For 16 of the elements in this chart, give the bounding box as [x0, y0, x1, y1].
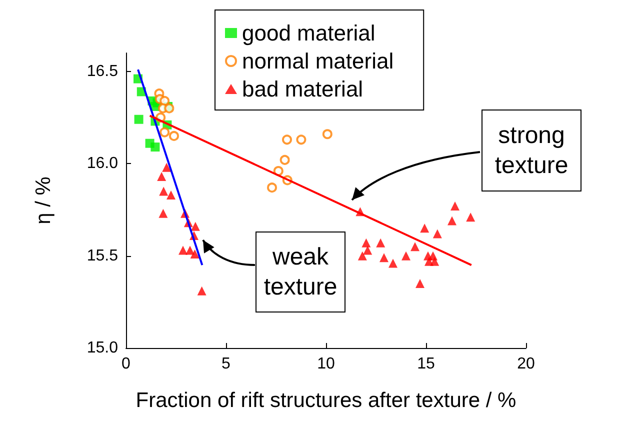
annotation: strong texture [494, 122, 568, 179]
legend-label: bad material [242, 76, 364, 102]
x-axis-title: Fraction of rift structures after texture / % [136, 389, 516, 412]
y-tick-label: 16.5 [86, 62, 118, 80]
y-axis-title: η / % [32, 176, 55, 224]
annotation: weak texture [264, 244, 338, 300]
x-tick-label: 20 [517, 356, 535, 372]
y-tick-label: 16.0 [86, 155, 118, 172]
legend-label: normal material [242, 48, 394, 74]
y-tick-label: 15.0 [86, 340, 118, 356]
legend-label: good material [242, 20, 376, 46]
x-tick-label: 0 [122, 356, 131, 372]
x-tick-label: 5 [222, 356, 231, 372]
y-tick-label: 15.5 [86, 247, 118, 264]
x-tick-label: 15 [417, 356, 435, 372]
x-tick-label: 10 [317, 356, 335, 372]
